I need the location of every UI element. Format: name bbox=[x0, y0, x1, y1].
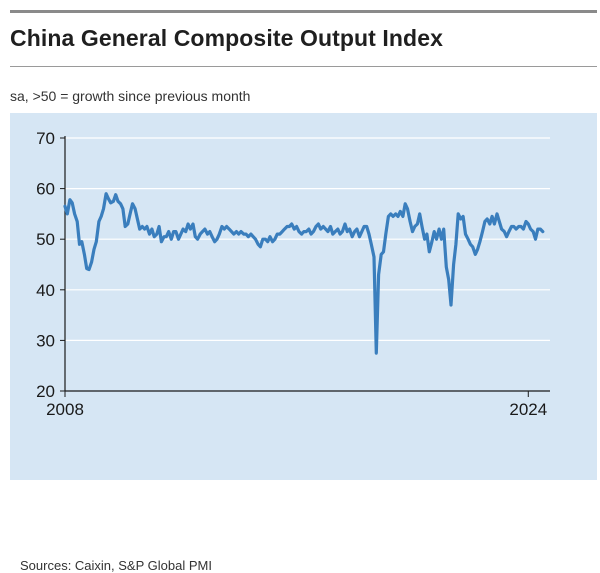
y-tick-label: 60 bbox=[36, 180, 55, 199]
x-tick-labels: 2008 2024 bbox=[46, 400, 547, 419]
y-tick-label: 20 bbox=[36, 382, 55, 401]
chart-subtitle: sa, >50 = growth since previous month bbox=[10, 88, 251, 104]
series-line-0 bbox=[63, 192, 545, 355]
grid-layer bbox=[65, 137, 550, 341]
chart-svg: 20 30 40 50 60 70 2008 2024 bbox=[36, 129, 550, 419]
chart-panel: 20 30 40 50 60 70 2008 2024 Sources: Caixin, S… bbox=[10, 113, 597, 573]
y-tick-labels: 20 30 40 50 60 70 bbox=[36, 129, 55, 401]
y-tick-label: 30 bbox=[36, 331, 55, 350]
y-tick-label: 70 bbox=[36, 129, 55, 148]
y-tick-label: 50 bbox=[36, 230, 55, 249]
series-layer bbox=[63, 192, 545, 355]
title-divider bbox=[10, 66, 597, 67]
x-tick-label: 2024 bbox=[509, 400, 547, 419]
chart-title: China General Composite Output Index bbox=[10, 25, 443, 51]
x-tick-label: 2008 bbox=[46, 400, 84, 419]
source-note: Sources: Caixin, S&P Global PMI bbox=[20, 558, 212, 573]
y-tick-label: 40 bbox=[36, 281, 55, 300]
axes bbox=[60, 136, 550, 397]
top-rule bbox=[10, 10, 597, 13]
